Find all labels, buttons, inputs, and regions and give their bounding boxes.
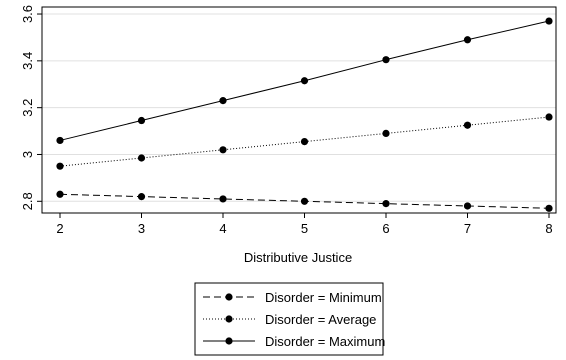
legend-entry-label: Disorder = Maximum <box>265 334 385 349</box>
x-tick-label: 8 <box>545 221 552 236</box>
data-point <box>219 195 227 203</box>
data-point <box>300 197 309 205</box>
data-point <box>382 56 390 64</box>
legend-swatch-marker <box>225 337 233 345</box>
data-point <box>545 113 553 121</box>
x-tick-label: 2 <box>56 221 63 236</box>
data-point <box>219 97 227 105</box>
x-tick-label: 7 <box>464 221 471 236</box>
series-layer <box>56 17 553 212</box>
legend-entry-label: Disorder = Average <box>265 312 376 327</box>
y-tick-label: 3 <box>20 151 35 158</box>
data-point <box>545 204 553 212</box>
x-axis-title: Distributive Justice <box>244 250 352 265</box>
x-tick-label: 4 <box>219 221 226 236</box>
legend-swatch-marker <box>225 315 233 323</box>
data-point <box>463 202 472 210</box>
series-solid <box>56 17 553 145</box>
axes: 2.8 3 3.2 3.4 3.6 2 3 4 5 6 7 8 <box>20 5 553 236</box>
y-tick-label: 2.8 <box>20 192 35 210</box>
data-point <box>382 200 390 208</box>
y-tick-label: 3.6 <box>20 5 35 23</box>
x-tick-label: 3 <box>138 221 145 236</box>
series-dotted <box>56 113 553 170</box>
legend-entry-label: Disorder = Minimum <box>265 290 382 305</box>
data-point <box>545 17 553 25</box>
data-point <box>56 136 64 145</box>
data-point <box>300 138 309 146</box>
data-point <box>463 36 472 44</box>
y-tick-label: 3.4 <box>20 52 35 70</box>
data-point <box>56 162 64 170</box>
x-tick-label: 5 <box>301 221 308 236</box>
data-point <box>137 193 146 201</box>
plot-frame <box>41 6 557 214</box>
data-point <box>219 146 227 154</box>
data-point <box>137 154 146 162</box>
legend: Disorder = Minimum Disorder = Average Diso… <box>194 282 385 356</box>
gridlines <box>42 13 556 202</box>
series-dashed <box>56 190 553 212</box>
data-point <box>300 77 309 85</box>
x-tick-label: 6 <box>382 221 389 236</box>
y-tick-label: 3.2 <box>20 99 35 117</box>
data-point <box>56 190 64 198</box>
data-point <box>463 121 472 129</box>
data-point <box>382 129 390 138</box>
legend-swatch-marker <box>225 293 233 301</box>
data-point <box>137 116 146 125</box>
